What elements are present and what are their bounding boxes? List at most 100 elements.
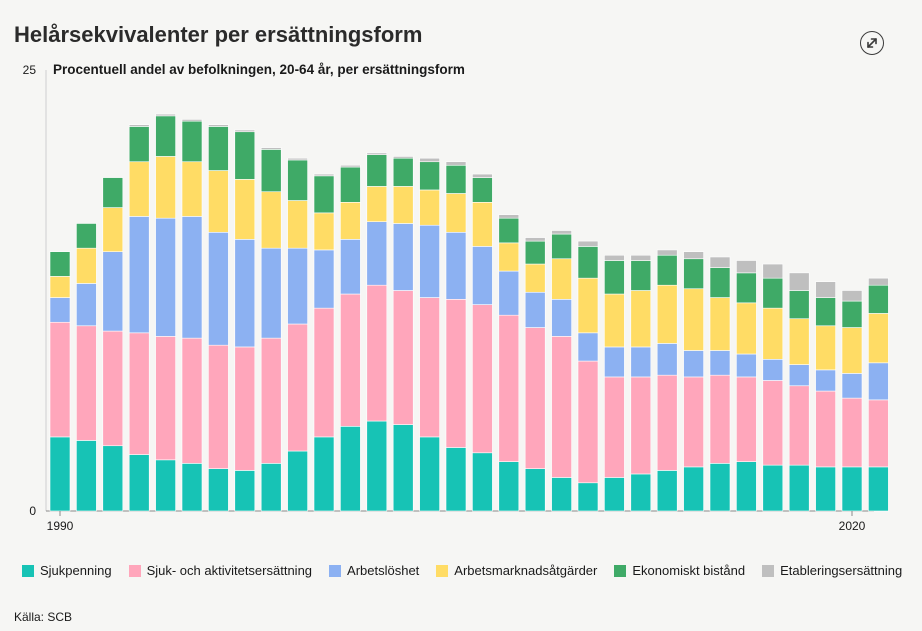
bar-segment[interactable] [524, 327, 546, 469]
bar-segment[interactable] [551, 299, 572, 337]
bar-segment[interactable] [260, 337, 282, 464]
bar-segment[interactable] [260, 147, 282, 150]
bar-segment[interactable] [445, 164, 467, 194]
bar-segment[interactable] [762, 380, 784, 466]
bar-segment[interactable] [234, 346, 256, 471]
bar-segment[interactable] [234, 470, 256, 512]
bar-segment[interactable] [366, 284, 388, 422]
bar-segment[interactable] [841, 290, 863, 302]
bar-segment[interactable] [128, 332, 150, 455]
bar-segment[interactable] [340, 202, 361, 240]
bar-segment[interactable] [577, 360, 599, 484]
bar-segment[interactable] [868, 313, 889, 364]
bar-segment[interactable] [287, 200, 308, 249]
bar-segment[interactable] [630, 376, 652, 475]
bar-segment[interactable] [260, 191, 282, 249]
bar-segment[interactable] [181, 161, 203, 217]
bar-segment[interactable] [736, 353, 757, 378]
bar-segment[interactable] [683, 350, 704, 378]
bar-segment[interactable] [815, 281, 836, 298]
bar-segment[interactable] [762, 307, 784, 360]
bar-segment[interactable] [709, 297, 731, 351]
bar-segment[interactable] [313, 212, 335, 251]
bar-segment[interactable] [498, 461, 520, 512]
bar-segment[interactable] [445, 447, 467, 512]
bar-segment[interactable] [313, 436, 335, 512]
bar-segment[interactable] [419, 224, 440, 298]
bar-segment[interactable] [155, 156, 176, 219]
bar-segment[interactable] [419, 189, 440, 226]
bar-segment[interactable] [498, 270, 520, 316]
bar-segment[interactable] [234, 239, 256, 348]
bar-segment[interactable] [181, 120, 203, 163]
bar-segment[interactable] [102, 251, 124, 332]
bar-segment[interactable] [419, 436, 440, 512]
bar-segment[interactable] [498, 242, 520, 272]
bar-segment[interactable] [155, 113, 176, 117]
bar-segment[interactable] [313, 307, 335, 438]
bar-segment[interactable] [709, 267, 731, 298]
bar-segment[interactable] [788, 318, 810, 365]
bar-segment[interactable] [366, 154, 388, 187]
bar-segment[interactable] [577, 240, 599, 247]
bar-segment[interactable] [366, 152, 388, 155]
bar-segment[interactable] [128, 126, 150, 163]
bar-segment[interactable] [683, 376, 704, 468]
bar-segment[interactable] [366, 221, 388, 286]
bar-segment[interactable] [709, 256, 731, 268]
bar-segment[interactable] [76, 247, 97, 284]
bar-segment[interactable] [445, 299, 467, 448]
bar-segment[interactable] [392, 290, 414, 425]
bar-segment[interactable] [155, 336, 176, 461]
bar-segment[interactable] [815, 369, 836, 392]
bar-segment[interactable] [762, 358, 784, 381]
bar-segment[interactable] [392, 424, 414, 512]
bar-segment[interactable] [181, 463, 203, 512]
bar-segment[interactable] [287, 157, 308, 161]
bar-segment[interactable] [155, 217, 176, 337]
bar-segment[interactable] [736, 302, 757, 355]
bar-segment[interactable] [128, 161, 150, 217]
bar-segment[interactable] [340, 166, 361, 203]
bar-segment[interactable] [524, 240, 546, 265]
bar-segment[interactable] [49, 297, 71, 323]
bar-segment[interactable] [313, 175, 335, 214]
bar-segment[interactable] [260, 149, 282, 193]
bar-segment[interactable] [102, 445, 124, 512]
bar-segment[interactable] [340, 164, 361, 168]
bar-segment[interactable] [868, 362, 889, 401]
bar-segment[interactable] [287, 450, 308, 512]
bar-segment[interactable] [208, 124, 229, 127]
bar-segment[interactable] [472, 202, 493, 247]
bar-segment[interactable] [155, 459, 176, 512]
bar-segment[interactable] [419, 157, 440, 163]
legend-item[interactable]: Arbetsmarknadsåtgärder [436, 563, 597, 578]
bar-segment[interactable] [524, 237, 546, 242]
bar-segment[interactable] [762, 464, 784, 512]
bar-segment[interactable] [498, 214, 520, 219]
bar-segment[interactable] [630, 260, 652, 291]
bar-segment[interactable] [445, 231, 467, 300]
bar-segment[interactable] [736, 260, 757, 274]
bar-segment[interactable] [815, 297, 836, 327]
bar-segment[interactable] [683, 466, 704, 512]
bar-segment[interactable] [656, 470, 678, 512]
bar-segment[interactable] [76, 440, 97, 512]
bar-segment[interactable] [498, 314, 520, 462]
bar-segment[interactable] [340, 426, 361, 512]
bar-segment[interactable] [181, 337, 203, 464]
bar-segment[interactable] [208, 468, 229, 512]
bar-segment[interactable] [630, 290, 652, 348]
bar-segment[interactable] [788, 272, 810, 291]
bar-segment[interactable] [709, 350, 731, 376]
bar-segment[interactable] [524, 263, 546, 293]
bar-segment[interactable] [630, 346, 652, 378]
bar-segment[interactable] [287, 247, 308, 325]
bar-segment[interactable] [709, 463, 731, 512]
bar-segment[interactable] [815, 325, 836, 371]
bar-segment[interactable] [76, 223, 97, 249]
bar-segment[interactable] [76, 325, 97, 441]
bar-segment[interactable] [445, 161, 467, 166]
bar-segment[interactable] [102, 330, 124, 447]
legend-item[interactable]: Etableringsersättning [762, 563, 902, 578]
